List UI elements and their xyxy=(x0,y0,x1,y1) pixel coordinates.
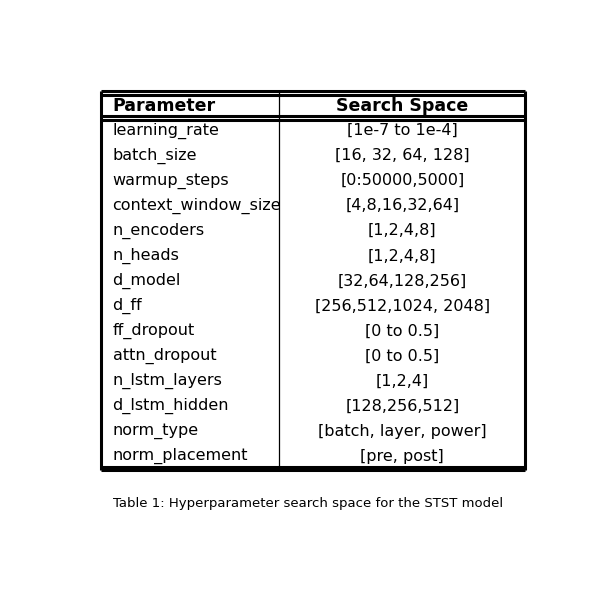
Text: [0 to 0.5]: [0 to 0.5] xyxy=(365,323,439,338)
Text: d_lstm_hidden: d_lstm_hidden xyxy=(113,398,229,414)
Text: [0 to 0.5]: [0 to 0.5] xyxy=(365,349,439,364)
Text: [pre, post]: [pre, post] xyxy=(361,448,444,464)
Text: learning_rate: learning_rate xyxy=(113,123,220,138)
Text: [1,2,4,8]: [1,2,4,8] xyxy=(368,223,436,238)
Text: [256,512,1024, 2048]: [256,512,1024, 2048] xyxy=(315,299,490,314)
Text: batch_size: batch_size xyxy=(113,147,197,164)
Text: [1,2,4]: [1,2,4] xyxy=(376,373,429,388)
Text: n_heads: n_heads xyxy=(113,247,179,264)
Text: norm_type: norm_type xyxy=(113,423,199,439)
Text: [1,2,4,8]: [1,2,4,8] xyxy=(368,248,436,263)
Text: [batch, layer, power]: [batch, layer, power] xyxy=(318,424,486,438)
Text: Search Space: Search Space xyxy=(337,96,468,114)
Text: n_lstm_layers: n_lstm_layers xyxy=(113,373,223,389)
Text: norm_placement: norm_placement xyxy=(113,448,248,464)
Text: [32,64,128,256]: [32,64,128,256] xyxy=(338,273,467,288)
Text: warmup_steps: warmup_steps xyxy=(113,173,229,188)
Text: n_encoders: n_encoders xyxy=(113,223,205,239)
Text: [0:50000,5000]: [0:50000,5000] xyxy=(340,173,465,188)
Text: d_ff: d_ff xyxy=(113,298,142,314)
Text: context_window_size: context_window_size xyxy=(113,197,281,214)
Text: d_model: d_model xyxy=(113,273,181,289)
Text: [1e-7 to 1e-4]: [1e-7 to 1e-4] xyxy=(347,123,458,138)
Text: [4,8,16,32,64]: [4,8,16,32,64] xyxy=(346,198,459,213)
Text: Table 1: Hyperparameter search space for the STST model: Table 1: Hyperparameter search space for… xyxy=(113,497,504,510)
Text: Parameter: Parameter xyxy=(113,96,216,114)
Text: [16, 32, 64, 128]: [16, 32, 64, 128] xyxy=(335,148,470,163)
Text: ff_dropout: ff_dropout xyxy=(113,323,195,339)
Text: attn_dropout: attn_dropout xyxy=(113,348,216,364)
Text: [128,256,512]: [128,256,512] xyxy=(345,399,459,414)
